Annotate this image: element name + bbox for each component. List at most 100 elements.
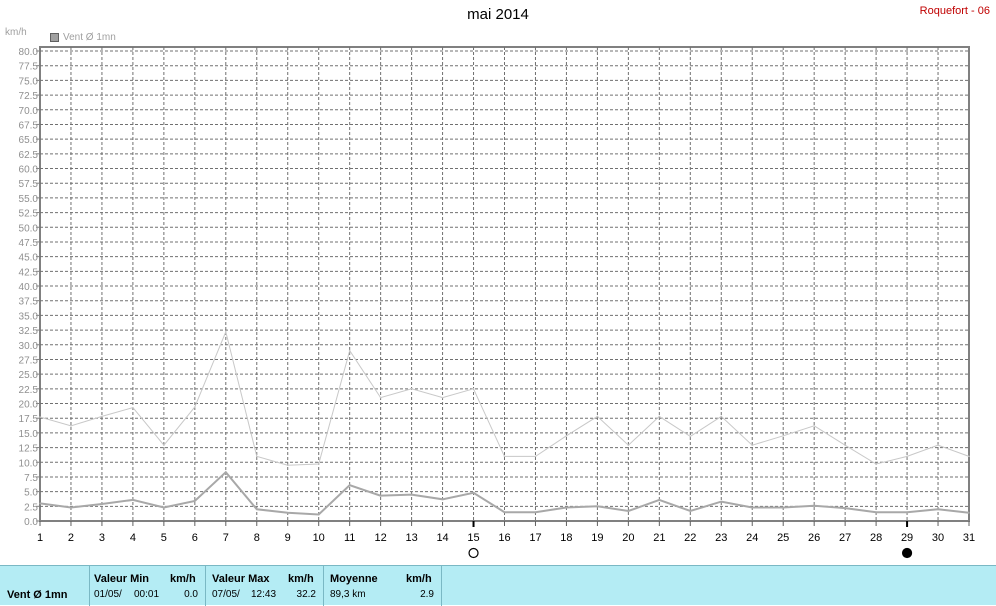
data-point [101, 415, 103, 418]
x-tick-label: 12 [375, 532, 387, 544]
data-point [410, 493, 413, 496]
footer-max-cell: Valeur Max km/h 07/05/ 12:43 32.2 [206, 566, 324, 606]
y-tick-label: 75.0 [19, 76, 39, 87]
data-point [596, 415, 599, 418]
max-value: 32.2 [296, 589, 316, 600]
data-point [379, 494, 382, 497]
y-tick-label: 15.0 [19, 429, 39, 440]
data-point [658, 415, 661, 418]
chart-svg: 0.0 2.5 5.0 7.5 10.0 12.5 15.0 17.5 20.0 22.5 25.0… [19, 46, 975, 559]
data-point [163, 444, 165, 447]
x-tick-label: 31 [963, 532, 975, 544]
max-unit: km/h [288, 573, 314, 585]
data-point [255, 508, 258, 511]
legend-label: Vent Ø 1mn [63, 32, 116, 43]
x-tick-label: 30 [932, 532, 944, 544]
data-point [968, 455, 970, 458]
data-point [225, 471, 227, 474]
data-point [627, 444, 630, 447]
data-point [534, 455, 537, 458]
data-point [225, 331, 227, 333]
x-tick-label: 9 [285, 532, 291, 544]
min-value: 0.0 [184, 589, 198, 600]
x-tick-label: 2 [68, 532, 74, 544]
footer-min-cell: Valeur Min km/h 01/05/ 00:01 0.0 [90, 566, 206, 606]
y-tick-label: 0.0 [24, 517, 38, 528]
y-tick-label: 50.0 [19, 223, 39, 234]
data-point [39, 416, 41, 418]
data-point [596, 505, 599, 508]
data-point [472, 492, 475, 494]
data-point [503, 511, 506, 513]
data-point [875, 511, 877, 513]
data-point [317, 513, 320, 516]
data-point [689, 435, 692, 438]
data-point [534, 511, 537, 513]
y-tick-label: 35.0 [19, 311, 39, 322]
min-header: Valeur Min [94, 573, 150, 585]
y-tick-label: 52.5 [19, 209, 39, 220]
x-tick-label: 16 [498, 532, 510, 544]
y-axis-unit: km/h [5, 27, 27, 38]
station-label: Roquefort - 06 [919, 5, 990, 17]
data-point [194, 406, 196, 408]
data-point [720, 500, 723, 503]
y-tick-label: 55.0 [19, 194, 39, 205]
x-tick-label: 29 [901, 532, 913, 544]
y-tick-label: 65.0 [19, 135, 39, 146]
data-point [782, 435, 784, 437]
chart-title: mai 2014 [467, 6, 529, 23]
y-tick-label: 12.5 [19, 444, 39, 455]
y-tick-label: 5.0 [24, 488, 38, 499]
min-date: 01/05/ [94, 589, 122, 600]
y-tick-label: 27.5 [19, 355, 39, 366]
max-date: 07/05/ [212, 589, 240, 600]
x-tick-label: 4 [130, 532, 136, 544]
y-tick-label: 80.0 [19, 47, 39, 58]
data-point [751, 506, 754, 509]
x-tick-label: 1 [37, 532, 43, 544]
x-tick-label: 6 [192, 532, 198, 544]
data-point [132, 406, 134, 409]
max-header: Valeur Max [212, 573, 270, 585]
data-point [132, 499, 134, 501]
avg-unit: km/h [406, 573, 432, 585]
data-point [782, 506, 784, 509]
y-tick-label: 57.5 [19, 179, 39, 190]
data-point [70, 506, 72, 509]
data-point [348, 349, 351, 352]
footer-series-name: Vent Ø 1mn [7, 589, 68, 601]
y-tick-label: 37.5 [19, 297, 39, 308]
avg-header: Moyenne [330, 573, 378, 585]
stats-footer: Vent Ø 1mn Valeur Min km/h 01/05/ 00:01 … [0, 565, 996, 606]
data-point [565, 435, 568, 437]
data-point [937, 444, 939, 447]
legend: Vent Ø 1mn [50, 32, 116, 43]
data-point [906, 511, 908, 513]
data-point [101, 503, 103, 505]
data-point [627, 510, 630, 512]
x-tick-label: 23 [715, 532, 727, 544]
y-tick-label: 17.5 [19, 414, 39, 425]
x-tick-label: 22 [684, 532, 696, 544]
data-point [348, 484, 351, 486]
x-tick-label: 28 [870, 532, 882, 544]
data-point [70, 425, 72, 427]
x-tick-label: 20 [622, 532, 634, 544]
data-point [441, 498, 444, 501]
y-tick-label: 70.0 [19, 106, 39, 117]
y-tick-label: 20.0 [19, 400, 39, 411]
x-tick-label: 18 [560, 532, 572, 544]
y-tick-label: 67.5 [19, 120, 39, 131]
data-point [751, 444, 754, 447]
data-point [875, 463, 877, 465]
data-point [39, 502, 41, 505]
footer-series-cell: Vent Ø 1mn [0, 566, 90, 606]
y-tick-label: 77.5 [19, 62, 39, 73]
x-tick-label: 15 [467, 532, 479, 544]
data-point [844, 444, 846, 447]
x-tick-label: 11 [344, 532, 355, 544]
data-point [163, 506, 165, 509]
x-tick-label: 17 [529, 532, 541, 544]
avg-distance: 89,3 km [330, 589, 366, 600]
